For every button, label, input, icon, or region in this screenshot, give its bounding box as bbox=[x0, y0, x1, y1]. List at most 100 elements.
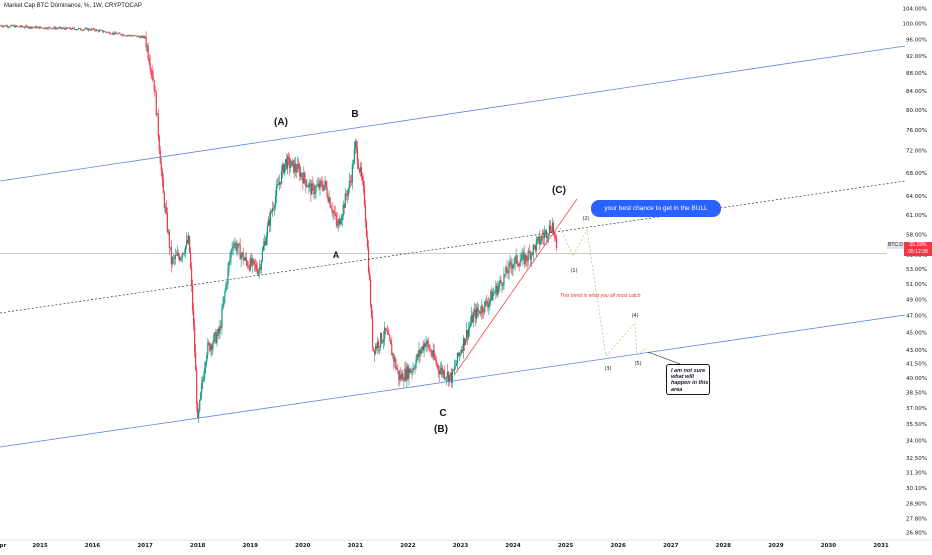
candle-body bbox=[100, 30, 102, 31]
candle-body bbox=[547, 234, 550, 237]
candle-body bbox=[363, 186, 366, 206]
candle-body bbox=[67, 28, 69, 29]
candle-body bbox=[415, 360, 417, 368]
candle-body bbox=[424, 343, 426, 347]
candle-body bbox=[92, 28, 95, 30]
candle-body bbox=[333, 211, 335, 214]
candle-body bbox=[356, 147, 358, 164]
candle-body bbox=[354, 141, 356, 150]
candle-body bbox=[305, 180, 307, 187]
candle-body bbox=[378, 341, 380, 348]
candle-body bbox=[24, 27, 26, 28]
candle-body bbox=[290, 165, 292, 168]
subwave-label: (2) bbox=[582, 216, 589, 222]
candle-body bbox=[529, 252, 531, 260]
candle-body bbox=[281, 164, 284, 171]
candle-body bbox=[121, 34, 123, 36]
candle-body bbox=[532, 245, 534, 255]
candle-body bbox=[462, 337, 465, 352]
candle-body bbox=[171, 257, 174, 265]
candle-body bbox=[208, 342, 210, 344]
x-tick-label: 2029 bbox=[768, 543, 783, 549]
candle-body bbox=[60, 27, 62, 29]
candle-body bbox=[464, 339, 467, 345]
candle-body bbox=[172, 257, 175, 259]
candle-body bbox=[69, 27, 71, 29]
candle-body bbox=[117, 33, 119, 35]
candle-body bbox=[93, 28, 96, 31]
candle-body bbox=[478, 310, 480, 312]
candle-body bbox=[515, 255, 517, 258]
wave-label: B bbox=[351, 109, 358, 120]
y-tick-label: 80.00% bbox=[906, 108, 927, 114]
candle-body bbox=[102, 30, 104, 32]
candle-body bbox=[371, 316, 374, 348]
candle-body bbox=[78, 28, 81, 29]
candle-body bbox=[456, 352, 459, 364]
candle-body bbox=[45, 27, 47, 29]
candle-body bbox=[71, 27, 73, 30]
candle-body bbox=[490, 291, 492, 300]
candle-body bbox=[252, 258, 254, 261]
candle-body bbox=[269, 211, 272, 226]
candle-body bbox=[358, 168, 361, 172]
candle-body bbox=[236, 248, 238, 251]
candle-body bbox=[66, 27, 68, 29]
price-tag: BTC.D 55.19% 05:12:38 bbox=[887, 242, 932, 256]
candle-body bbox=[199, 400, 201, 411]
candle-body bbox=[265, 237, 268, 245]
candle-body bbox=[147, 46, 149, 58]
candle-body bbox=[423, 343, 425, 351]
candle-body bbox=[394, 359, 396, 362]
candle-body bbox=[23, 26, 25, 28]
y-tick-label: 53.00% bbox=[906, 267, 927, 273]
candle-body bbox=[345, 193, 347, 196]
candle-body bbox=[272, 208, 275, 209]
candle-body bbox=[463, 337, 466, 345]
candle-body bbox=[243, 259, 245, 261]
candle-body bbox=[346, 195, 348, 197]
candle-body bbox=[129, 34, 131, 36]
candle-body bbox=[443, 370, 445, 379]
candle-body bbox=[384, 327, 386, 339]
candle-body bbox=[225, 284, 227, 292]
candle-body bbox=[534, 245, 536, 251]
candle-body bbox=[320, 180, 322, 183]
candle-body bbox=[74, 29, 76, 30]
candle-body bbox=[364, 205, 367, 222]
candle-body bbox=[10, 25, 12, 27]
candle-body bbox=[448, 375, 450, 382]
candle-body bbox=[119, 33, 121, 34]
candle-body bbox=[162, 179, 164, 194]
candle-body bbox=[213, 334, 215, 344]
candle-body bbox=[214, 332, 216, 335]
candle-body bbox=[348, 180, 350, 189]
candle-body bbox=[545, 230, 548, 239]
candle-body bbox=[189, 236, 191, 253]
current-price-label: 55.19% bbox=[904, 242, 932, 249]
y-tick-label: 104.00% bbox=[903, 7, 927, 13]
candle-body bbox=[402, 373, 404, 381]
candle-body bbox=[218, 328, 220, 334]
candle-body bbox=[377, 341, 379, 349]
candle-body bbox=[286, 159, 288, 169]
candle-body bbox=[250, 258, 252, 266]
candle-body bbox=[204, 368, 206, 377]
candle-body bbox=[279, 181, 282, 184]
candle-body bbox=[310, 183, 312, 195]
candle-body bbox=[34, 26, 36, 28]
y-tick-label: 34.00% bbox=[906, 439, 927, 445]
candle-body bbox=[267, 219, 270, 226]
candle-body bbox=[120, 33, 122, 35]
candle-body bbox=[522, 252, 524, 254]
candle-body bbox=[239, 244, 241, 260]
candle-body bbox=[307, 186, 309, 188]
candle-body bbox=[428, 344, 430, 350]
candle-body bbox=[287, 156, 289, 169]
candle-body bbox=[72, 27, 74, 29]
candle-body bbox=[135, 35, 137, 37]
y-tick-label: 37.00% bbox=[906, 406, 927, 412]
candle-body bbox=[39, 26, 41, 29]
